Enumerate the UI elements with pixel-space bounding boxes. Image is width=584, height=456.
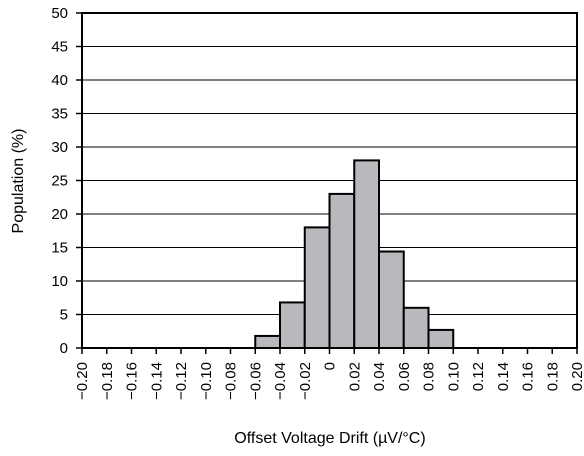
x-tick-label: 0.14 xyxy=(495,362,512,391)
x-tick-label: 0.04 xyxy=(371,362,388,391)
y-tick-label: 45 xyxy=(51,39,68,56)
y-tick-label: 10 xyxy=(51,273,68,290)
x-tick-labels: −0.20 −0.18 −0.16 −0.14 −0.12 −0.10 −0.08 −0.06… xyxy=(74,362,584,400)
histogram-bar xyxy=(303,226,331,349)
x-tick-label: 0.16 xyxy=(520,362,537,391)
y-tick-label: 5 xyxy=(60,307,68,324)
histogram-bar xyxy=(427,328,455,350)
y-tick-label: 20 xyxy=(51,206,68,223)
y-tick-label: 40 xyxy=(51,72,68,89)
histogram-bar xyxy=(353,159,380,349)
x-tick-label: 0.18 xyxy=(544,362,561,391)
y-axis-title: Population (%) xyxy=(10,129,27,234)
x-tick-label: 0.08 xyxy=(421,362,438,391)
y-tick-labels: 0 5 10 15 20 25 30 35 40 45 50 xyxy=(51,5,68,357)
x-tick-label: −0.08 xyxy=(223,362,240,400)
y-tick-label: 0 xyxy=(60,340,68,357)
x-tick-label: 0.02 xyxy=(346,362,363,391)
axes xyxy=(76,12,578,354)
histogram-bar xyxy=(254,334,281,350)
x-tick-label: −0.18 xyxy=(99,362,116,400)
y-tick-label: 50 xyxy=(51,5,68,22)
histogram-bar xyxy=(402,306,430,349)
x-tick-label: 0.12 xyxy=(470,362,487,391)
y-tick-label: 25 xyxy=(51,173,68,190)
y-tick-label: 30 xyxy=(51,139,68,156)
x-tick-label: −0.04 xyxy=(272,362,289,400)
x-tick-label: −0.06 xyxy=(247,362,264,400)
histogram-bar xyxy=(378,250,405,350)
x-axis-title: Offset Voltage Drift (µV/°C) xyxy=(234,430,425,447)
x-tick-label: 0.20 xyxy=(569,362,584,391)
histogram-bar xyxy=(328,192,356,349)
x-tick-label: 0 xyxy=(322,362,339,370)
grid-lines xyxy=(82,46,577,315)
x-tick-label: −0.14 xyxy=(148,362,165,400)
y-tick-label: 15 xyxy=(51,240,68,257)
x-tick-label: −0.10 xyxy=(198,362,215,400)
histogram-bar xyxy=(279,301,306,350)
histogram-bars xyxy=(254,159,455,350)
x-tick-label: −0.02 xyxy=(297,362,314,400)
x-tick-label: −0.16 xyxy=(124,362,141,400)
x-tick-label: 0.06 xyxy=(396,362,413,391)
x-tick-label: −0.20 xyxy=(74,362,91,400)
x-tick-label: 0.10 xyxy=(445,362,462,391)
y-tick-label: 35 xyxy=(51,106,68,123)
x-tick-label: −0.12 xyxy=(173,362,190,400)
